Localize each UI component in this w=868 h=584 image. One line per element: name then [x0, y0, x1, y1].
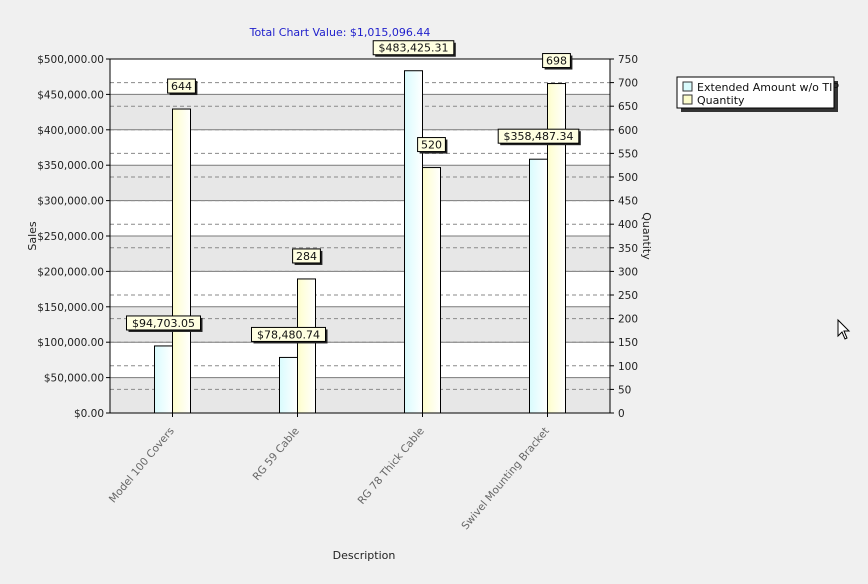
y2-tick-label: 300	[618, 266, 638, 278]
y2-tick-label: 0	[618, 408, 625, 420]
data-label-box	[251, 326, 326, 342]
chart-title: Total Chart Value: $1,015,096.44	[249, 26, 431, 39]
bar	[172, 108, 191, 414]
x-axis-title: Description	[333, 549, 396, 562]
plot-band	[110, 94, 610, 130]
plot-band	[110, 200, 610, 236]
bar	[154, 345, 173, 414]
grid-lines	[110, 58, 610, 414]
y2-tick-label: 50	[618, 384, 631, 396]
data-label: $358,487.34	[504, 130, 574, 143]
data-label: $483,425.31	[379, 42, 449, 55]
bar	[279, 356, 298, 414]
data-label: $94,703.05	[132, 317, 195, 330]
bar	[547, 83, 566, 414]
legend-label: Quantity	[697, 94, 745, 107]
y-tick-label: $50,000.00	[44, 373, 104, 385]
plot-band	[110, 165, 610, 201]
plot-band	[110, 236, 610, 272]
bar	[529, 158, 548, 414]
y-tick-label: $150,000.00	[37, 302, 104, 314]
y2-tick-label: 500	[618, 172, 638, 184]
data-label: 520	[421, 139, 442, 152]
y2-tick-label: 550	[618, 148, 638, 160]
plot-band	[110, 377, 610, 413]
legend: Extended Amount w/o TIP Quantity	[676, 76, 839, 112]
y2-tick-label: 600	[618, 125, 638, 137]
legend-swatch	[682, 94, 693, 105]
y2-tick-label: 350	[618, 243, 638, 255]
data-label-box	[497, 128, 580, 144]
legend-box	[676, 76, 835, 109]
data-labels: $94,703.05 644 $78,480.74 284 $483,425.31 520…	[126, 40, 581, 344]
legend-label: Extended Amount w/o TIP	[697, 81, 839, 94]
data-label-box	[292, 248, 321, 264]
legend-swatch	[682, 81, 693, 92]
data-label: 644	[171, 80, 192, 93]
y2-tick-label: 150	[618, 337, 638, 349]
y2-tick-label: 200	[618, 314, 638, 326]
bar	[297, 278, 316, 414]
plot-bands	[110, 59, 610, 413]
data-label-box	[372, 40, 455, 56]
y-tick-label: $300,000.00	[37, 196, 104, 208]
data-label: $78,480.74	[257, 328, 320, 341]
bar	[422, 167, 441, 414]
bar	[404, 70, 423, 414]
y2-tick-label: 400	[618, 219, 638, 231]
y-axis-title: Sales	[26, 221, 39, 251]
y-tick-label: $0.00	[74, 408, 104, 420]
y2-axis-title: Quantity	[640, 212, 653, 260]
y2-axis-ticks: 0 50 100 150 200 250 300 350 400 450 500 550 600 650 7…	[610, 54, 638, 420]
y2-tick-label: 700	[618, 78, 638, 90]
y-tick-label: $350,000.00	[37, 160, 104, 172]
y2-tick-label: 250	[618, 290, 638, 302]
mouse-cursor-icon	[837, 318, 851, 340]
data-label-box	[167, 78, 196, 94]
data-label-box	[126, 315, 201, 331]
y-tick-label: $450,000.00	[37, 89, 104, 101]
data-label-box	[417, 137, 446, 153]
y2-tick-label: 450	[618, 196, 638, 208]
y-tick-label: $200,000.00	[37, 266, 104, 278]
y-tick-label: $250,000.00	[37, 231, 104, 243]
y-tick-label: $500,000.00	[37, 54, 104, 66]
y-axis-ticks: $0.00 $50,000.00 $100,000.00 $150,000.00 $20…	[37, 54, 110, 420]
data-label-box	[542, 53, 571, 69]
plot-band	[110, 342, 610, 378]
y-tick-label: $100,000.00	[37, 337, 104, 349]
data-label: 284	[296, 250, 317, 263]
bars	[154, 70, 566, 414]
y2-tick-label: 650	[618, 101, 638, 113]
plot-band	[110, 271, 610, 307]
y-tick-label: $400,000.00	[37, 125, 104, 137]
y2-tick-label: 100	[618, 361, 638, 373]
y2-tick-label: 750	[618, 54, 638, 66]
data-label: 698	[546, 55, 567, 68]
